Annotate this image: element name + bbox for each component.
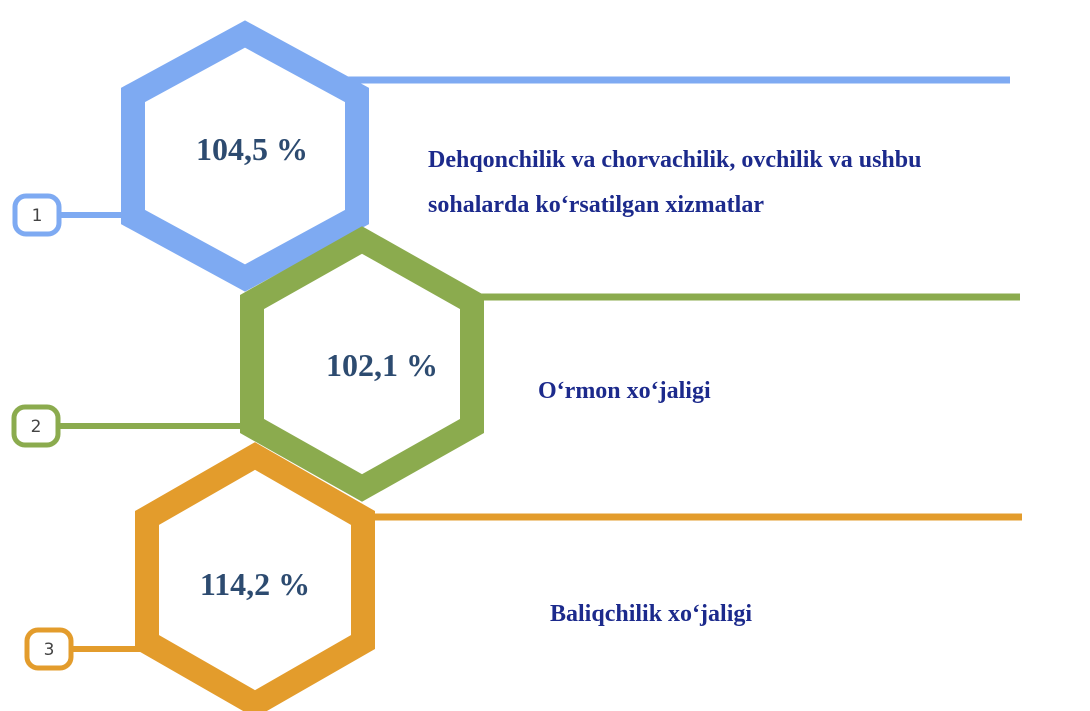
percent-value: 114,2 % xyxy=(200,566,310,602)
percent-value: 102,1 % xyxy=(326,347,438,383)
hexagon xyxy=(135,442,375,711)
category-label: Baliqchilik xo‘jaligi xyxy=(550,601,752,627)
hexagon xyxy=(240,226,484,502)
badge-number: 1 xyxy=(32,206,43,226)
category-label: Dehqonchilik va chorvachilik, ovchilik v… xyxy=(428,147,921,173)
number-badge xyxy=(24,627,74,671)
category-label: sohalarda ko‘rsatilgan xizmatlar xyxy=(428,192,764,218)
badge-number: 3 xyxy=(44,640,55,660)
number-badge xyxy=(11,404,61,448)
hexagon xyxy=(121,20,369,292)
badge-number: 2 xyxy=(31,417,42,437)
category-label: O‘rmon xo‘jaligi xyxy=(538,378,711,404)
number-badge xyxy=(12,193,62,237)
percent-value: 104,5 % xyxy=(196,131,308,167)
